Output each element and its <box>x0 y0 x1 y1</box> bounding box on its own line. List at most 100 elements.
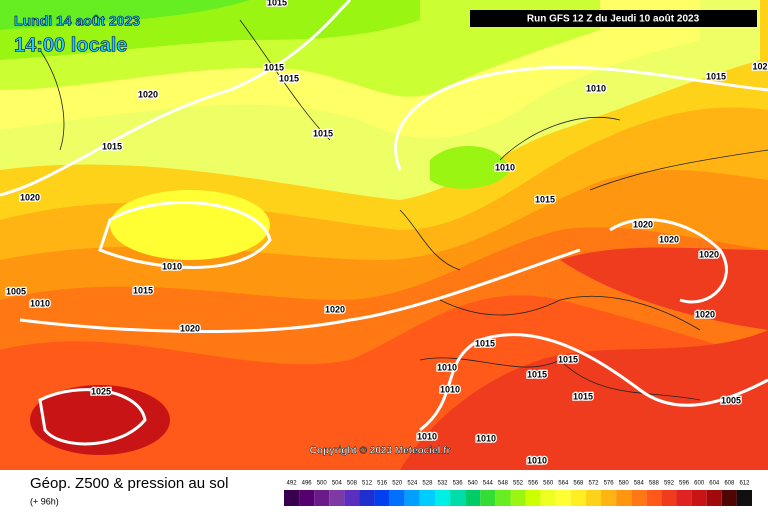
date-label: Lundi 14 août 2023 <box>14 13 140 29</box>
isobar-label: 1015 <box>264 62 284 72</box>
scale-swatch <box>721 490 737 506</box>
isobar-label: 1005 <box>721 395 741 405</box>
scale-swatch <box>706 490 722 506</box>
isobar-label: 1015 <box>558 354 578 364</box>
isobar-label: 1005 <box>6 286 26 296</box>
scale-swatch <box>359 490 375 506</box>
isobar-label: 1010 <box>476 433 496 443</box>
isobar-label: 1010 <box>440 384 460 394</box>
isobar-label: 1010 <box>527 455 547 465</box>
scale-swatch <box>570 490 586 506</box>
time-label: 14:00 locale <box>14 34 127 56</box>
isobar-label: 1020 <box>633 219 653 229</box>
isobar-labels: 1015101510151020101510151020101010151021… <box>5 0 768 467</box>
isobar-label: 1015 <box>706 71 726 81</box>
scale-swatch <box>691 490 707 506</box>
legend-title: Géop. Z500 & pression au sol <box>30 475 228 492</box>
scale-label: 536 <box>453 481 464 487</box>
scale-swatch <box>389 490 405 506</box>
scale-label: 560 <box>543 481 554 487</box>
isobar-label: 1015 <box>313 128 333 138</box>
isobar-label: 1025 <box>91 386 111 396</box>
isobar-label: 1020 <box>180 323 200 333</box>
scale-swatch <box>465 490 481 506</box>
isobar-label: 1015 <box>527 369 547 379</box>
scale-swatch <box>601 490 617 506</box>
color-scale: 492 496 500 504 508 512 516 520 524 528 532 536 540 5… <box>284 481 752 506</box>
isobar-label: 1015 <box>267 0 287 7</box>
isobar-label: 1020 <box>695 309 715 319</box>
scale-swatch <box>510 490 526 506</box>
scale-swatch <box>404 490 420 506</box>
scale-label: 556 <box>528 481 539 487</box>
scale-label: 568 <box>573 481 584 487</box>
scale-label: 496 <box>302 481 313 487</box>
scale-label: 508 <box>347 481 358 487</box>
isobar-label: 102 <box>752 61 767 71</box>
scale-swatch <box>419 490 435 506</box>
scale-label: 572 <box>588 481 599 487</box>
scale-swatch <box>284 490 300 506</box>
scale-label: 552 <box>513 481 524 487</box>
scale-label: 512 <box>362 481 373 487</box>
scale-swatch <box>434 490 451 506</box>
scale-label: 532 <box>438 481 449 487</box>
scale-swatch <box>374 490 390 506</box>
run-box <box>470 10 757 27</box>
isobar-label: 1020 <box>659 234 679 244</box>
scale-swatch <box>329 490 345 506</box>
scale-label: 608 <box>724 481 735 487</box>
isobar-label: 1015 <box>102 141 122 151</box>
isobar-label: 1015 <box>475 338 495 348</box>
isobar-label: 1020 <box>138 89 158 99</box>
scale-label: 528 <box>422 481 433 487</box>
run-info: Run GFS 12 Z du Jeudi 10 août 2023 <box>527 14 700 25</box>
isobar-label: 1015 <box>535 194 555 204</box>
scale-swatch <box>585 490 602 506</box>
scale-swatch <box>646 490 662 506</box>
isobar-label: 1010 <box>417 431 437 441</box>
scale-swatch <box>736 490 752 506</box>
scale-label: 584 <box>634 481 645 487</box>
legend-subtitle: (+ 96h) <box>30 496 59 506</box>
scale-label: 524 <box>407 481 418 487</box>
scale-swatch <box>299 490 315 506</box>
scale-label: 492 <box>287 481 298 487</box>
scale-swatch <box>450 490 466 506</box>
isobar-label: 1010 <box>586 83 606 93</box>
scale-label: 564 <box>558 481 569 487</box>
isobar-label: 1020 <box>20 192 40 202</box>
scale-swatch <box>525 490 541 506</box>
isobar-label: 1010 <box>30 298 50 308</box>
scale-swatch <box>661 490 677 506</box>
isobar-label: 1015 <box>279 73 299 83</box>
map <box>0 0 768 470</box>
scale-label: 580 <box>619 481 630 487</box>
isobar-label: 1010 <box>495 162 515 172</box>
scale-swatch <box>616 490 632 506</box>
scale-label: 500 <box>317 481 328 487</box>
scale-label: 576 <box>604 481 615 487</box>
scale-label: 540 <box>468 481 479 487</box>
isobar-label: 1010 <box>162 261 182 271</box>
scale-label: 520 <box>392 481 403 487</box>
isobar-label: 1020 <box>325 304 345 314</box>
scale-swatch <box>480 490 496 506</box>
scale-label: 548 <box>498 481 509 487</box>
scale-swatch <box>631 490 647 506</box>
scale-swatch <box>314 490 330 506</box>
scale-swatch <box>676 490 692 506</box>
scale-swatch <box>555 490 571 506</box>
isobar-label: 1010 <box>437 362 457 372</box>
isobar-label: 1015 <box>133 285 153 295</box>
isobar-label: 1020 <box>699 249 719 259</box>
scale-label: 596 <box>679 481 690 487</box>
scale-label: 600 <box>694 481 705 487</box>
scale-label: 544 <box>483 481 494 487</box>
scale-label: 516 <box>377 481 388 487</box>
scale-label: 588 <box>649 481 660 487</box>
scale-swatch <box>540 490 556 506</box>
scale-label: 604 <box>709 481 720 487</box>
scale-label: 592 <box>664 481 675 487</box>
